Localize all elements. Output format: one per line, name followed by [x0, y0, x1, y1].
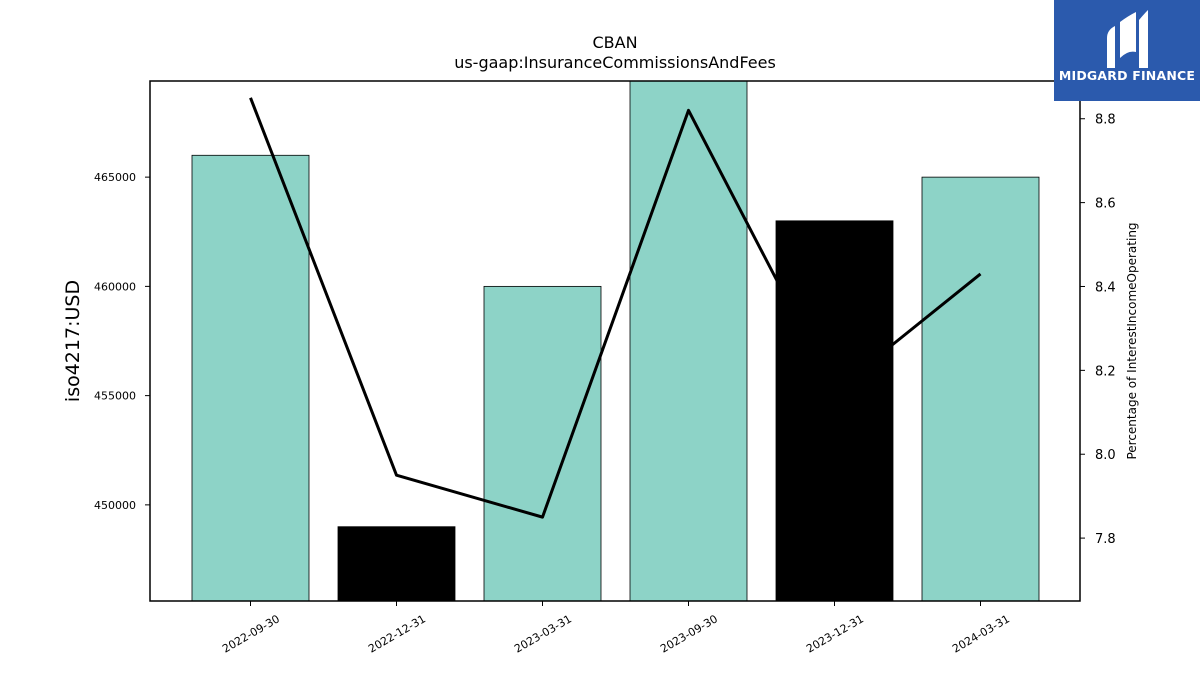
- y2-tick-label: 8.4: [1095, 280, 1116, 295]
- y2-tick-label: 7.8: [1095, 532, 1116, 547]
- line-series: [249, 97, 982, 519]
- bar-2024-03-31: [921, 176, 1040, 602]
- y-tick-label: 455000: [94, 390, 136, 403]
- logo-mark-icon: [1107, 10, 1148, 68]
- x-tick-label: 2022-09-30: [220, 612, 282, 655]
- bar-2023-03-31: [483, 285, 602, 602]
- x-tick-label: 2023-09-30: [658, 612, 720, 655]
- x-axis-ticks: 2022-09-30 2022-12-31 2023-03-31 2023-09-30…: [220, 601, 1012, 656]
- bar-2022-09-30: [191, 154, 310, 602]
- y-axis-ticks: 450000 455000 460000 465000: [94, 171, 150, 512]
- x-tick-label: 2023-03-31: [512, 612, 574, 655]
- bar-2023-09-30: [629, 80, 748, 602]
- x-tick-label: 2022-12-31: [366, 612, 428, 655]
- y-tick-label: 460000: [94, 280, 136, 293]
- x-tick-label: 2023-12-31: [804, 612, 866, 655]
- bar-2022-12-31: [337, 526, 456, 602]
- bars-group: [191, 80, 1040, 602]
- plot-frame: [149, 80, 1081, 602]
- y-tick-label: 450000: [94, 499, 136, 512]
- y2-tick-label: 8.0: [1095, 448, 1116, 463]
- chart-title: CBAN: [592, 33, 637, 52]
- y-tick-label: 465000: [94, 171, 136, 184]
- y2-axis-ticks: 7.8 8.0 8.2 8.4 8.6 8.8: [1080, 113, 1116, 547]
- x-tick-label: 2024-03-31: [950, 612, 1012, 655]
- logo-text: MIDGARD FINANCE: [1058, 68, 1196, 83]
- y2-tick-label: 8.8: [1095, 113, 1116, 128]
- chart-subtitle: us-gaap:InsuranceCommissionsAndFees: [454, 53, 776, 72]
- y2-axis-label: Percentage of InterestIncomeOperating: [1125, 222, 1139, 459]
- y2-tick-label: 8.2: [1095, 364, 1116, 379]
- brand-logo: MIDGARD FINANCE: [1054, 0, 1200, 101]
- y-axis-label: iso4217:USD: [62, 280, 84, 402]
- y2-tick-label: 8.6: [1095, 197, 1116, 212]
- line-group: [249, 97, 982, 519]
- bar-2023-12-31: [775, 220, 894, 602]
